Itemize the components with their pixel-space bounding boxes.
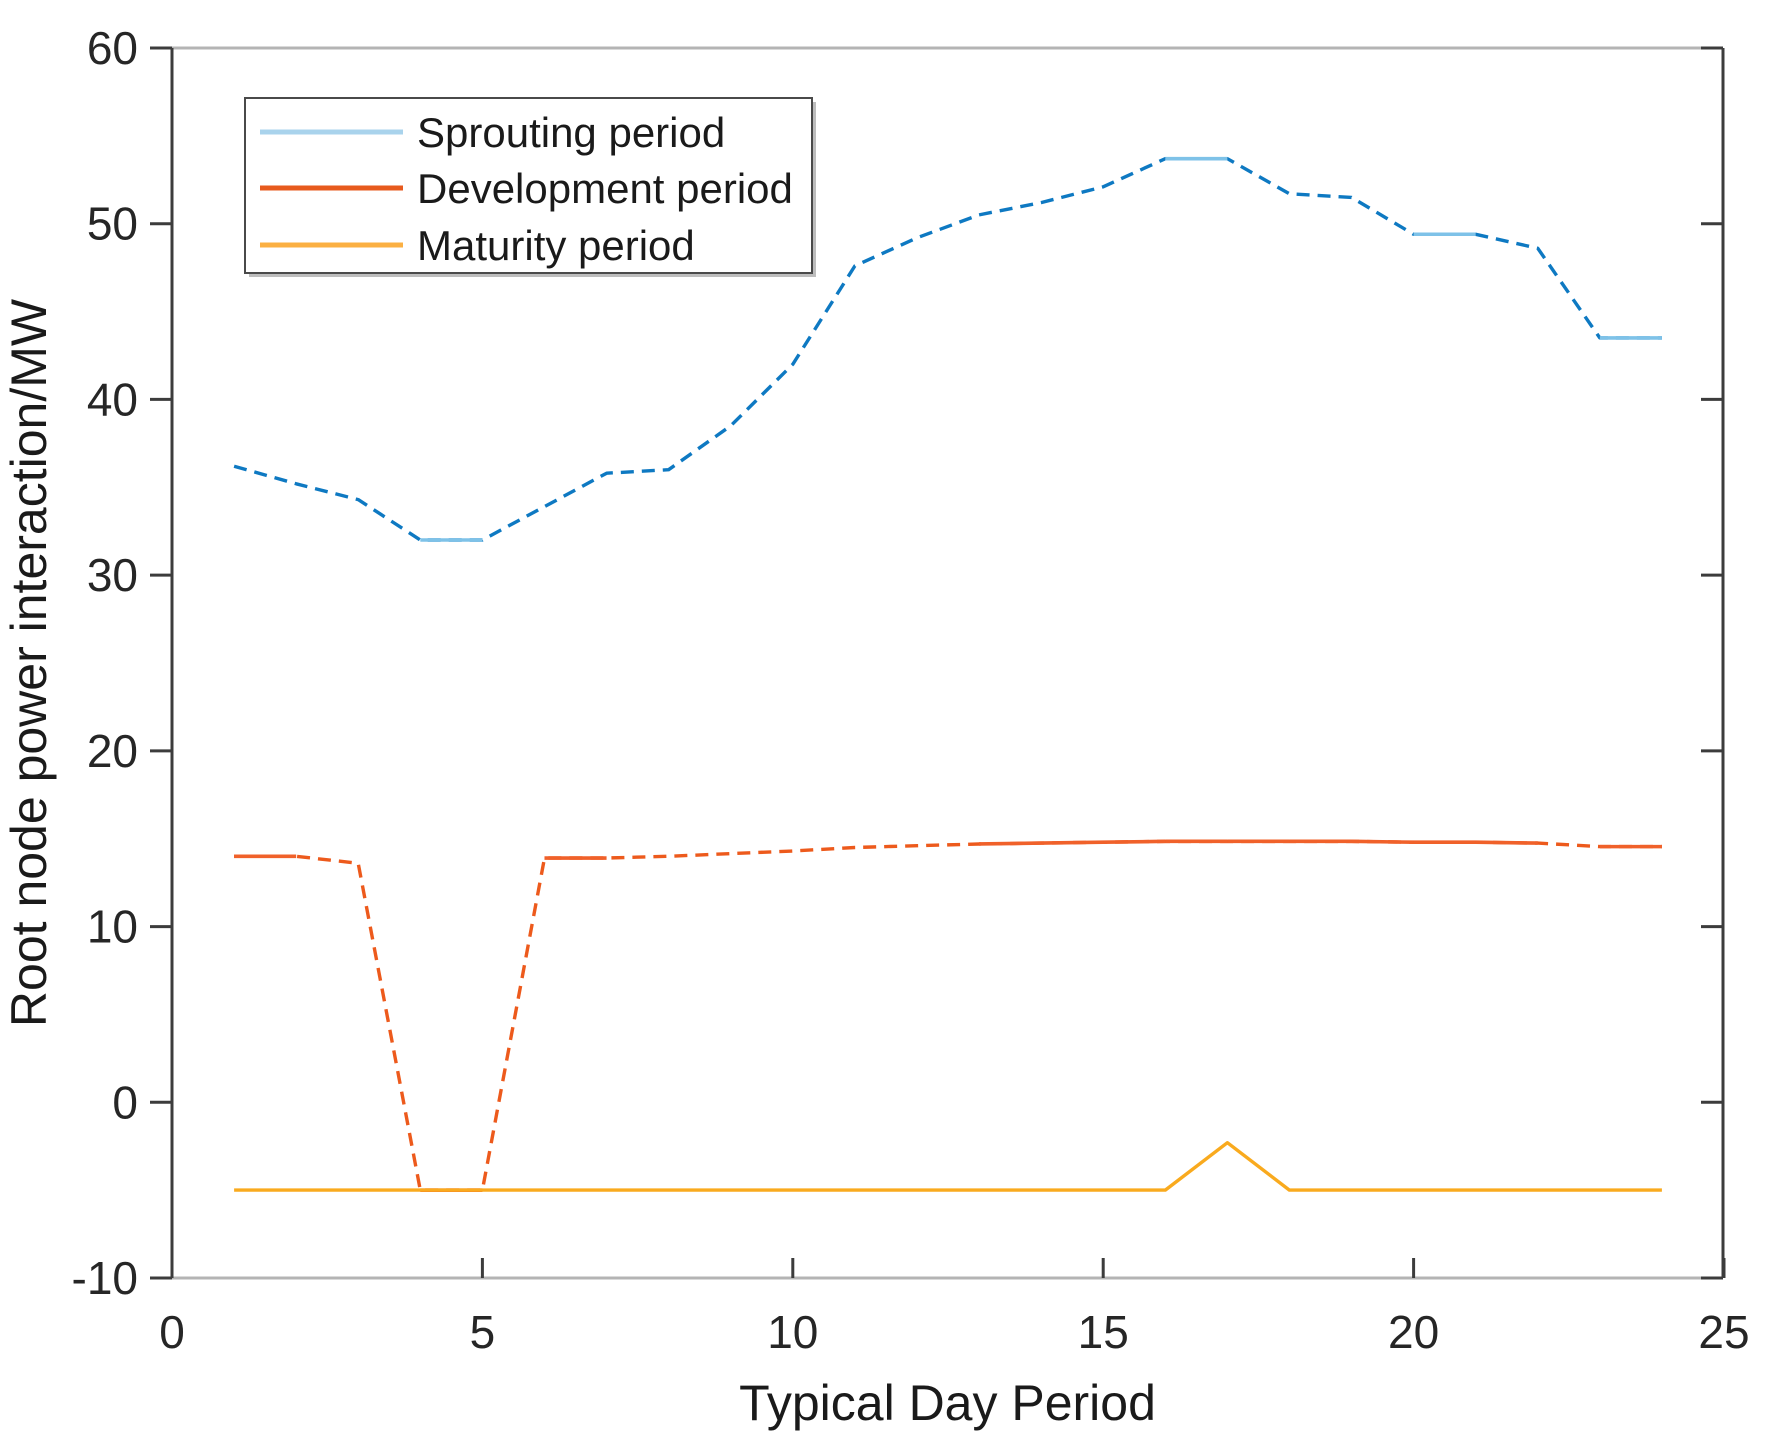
legend-item-sprouting-period: Sprouting period xyxy=(260,109,725,156)
series-flat-segment-development-period xyxy=(1351,839,1414,845)
y-tick-label: 20 xyxy=(87,725,138,777)
y-tick-label: 40 xyxy=(87,373,138,425)
series-sprouting-period xyxy=(233,156,1662,542)
axis-ticks: 0 5 10 15 20 25 -10 0 10 20 30 40 50 60 xyxy=(72,22,1750,1358)
legend-label-sprouting-period: Sprouting period xyxy=(417,109,725,156)
x-tick-label: 20 xyxy=(1388,1306,1439,1358)
series-flat-segment-development-period xyxy=(1475,840,1538,845)
legend-item-development-period: Development period xyxy=(260,165,793,212)
y-tick-label: 30 xyxy=(87,549,138,601)
x-tick-label: 0 xyxy=(159,1306,185,1358)
series-line-maturity-period xyxy=(234,1140,1662,1192)
y-tick-label: 10 xyxy=(87,901,138,953)
x-tick-label: 25 xyxy=(1698,1306,1749,1358)
series-flat-segment-development-period xyxy=(1103,839,1166,845)
y-axis-label: Root node power interaction/MW xyxy=(1,298,57,1027)
legend-label-development-period: Development period xyxy=(417,165,793,212)
x-tick-label: 5 xyxy=(470,1306,496,1358)
y-tick-label: 60 xyxy=(87,22,138,74)
legend-item-maturity-period: Maturity period xyxy=(260,222,695,269)
x-tick-label: 15 xyxy=(1078,1306,1129,1358)
y-tick-label: -10 xyxy=(72,1252,138,1304)
legend: Sprouting period Development period Maturi… xyxy=(244,97,816,277)
x-tick-label: 10 xyxy=(767,1306,818,1358)
series-flat-segment-development-period xyxy=(979,841,1042,846)
x-axis-label: Typical Day Period xyxy=(739,1375,1156,1431)
series-flat-segment-development-period xyxy=(1041,840,1104,845)
legend-label-maturity-period: Maturity period xyxy=(417,222,695,269)
series-maturity-period xyxy=(234,1140,1662,1192)
series-group xyxy=(233,156,1662,1192)
plot-box xyxy=(170,46,1725,1280)
y-tick-label: 50 xyxy=(87,198,138,250)
y-tick-label: 0 xyxy=(112,1076,138,1128)
